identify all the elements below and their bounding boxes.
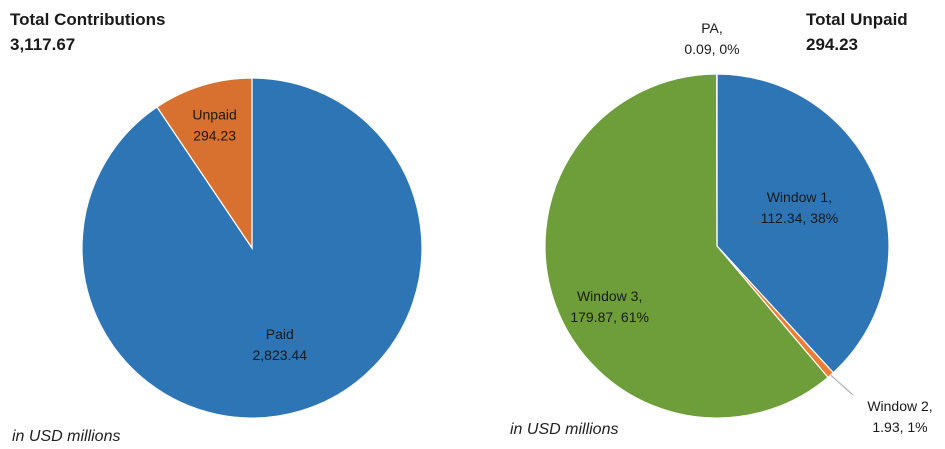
chart1-title: Total Contributions [10,10,166,29]
chart2-unit-note: in USD millions [510,421,619,438]
window1-slice-label: Window 1, 112.34, 38% [761,189,839,226]
unpaid-slice-window-1 [716,73,890,374]
unpaid-slice-window-3 [544,73,829,419]
chart2-total: 294.23 [806,35,858,54]
slice-labels: Unpaid 294.23 Paid 2,823.44 Window 1, 112.34,… [192,20,932,435]
chart1-total: 3,117.67 [10,35,76,54]
contributions-slice-unpaid [156,77,253,250]
chart1-unit-note: in USD millions [12,428,121,445]
unpaid-slice-label: Unpaid 294.23 [192,107,236,144]
window2-slice-label: Window 2, 1.93, 1% [867,398,932,435]
unpaid-pie [544,73,890,419]
window3-slice-label: Window 3, 179.87, 61% [570,288,649,325]
paid-slice-label: Paid 2,823.44 [253,326,308,363]
contributions-pie [81,77,423,419]
window2-leader-line [830,374,854,396]
pa-slice-label: PA, 0.09, 0% [684,20,739,57]
chart2-title: Total Unpaid [806,10,908,29]
